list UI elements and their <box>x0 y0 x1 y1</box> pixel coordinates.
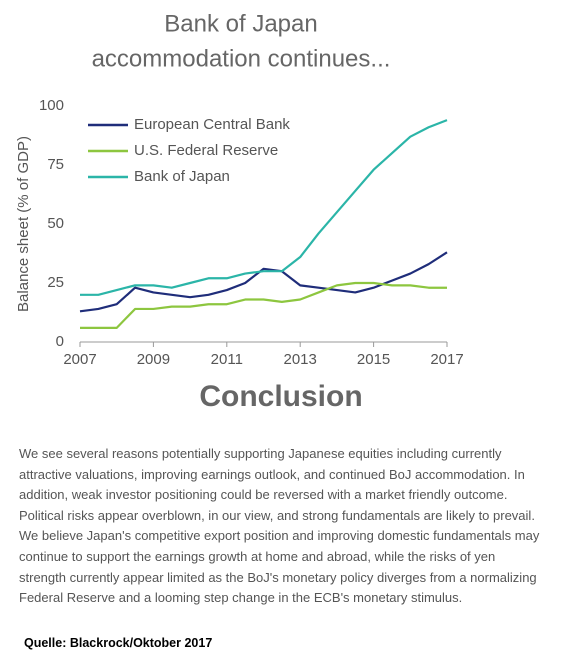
y-tick-label: 50 <box>47 215 64 232</box>
y-tick-label: 0 <box>56 333 64 350</box>
paragraph: We see several reasons potentially suppo… <box>19 446 540 606</box>
x-tick-label: 2013 <box>284 351 317 368</box>
source: Quelle: Blackrock/Oktober 2017 <box>24 636 213 650</box>
x-tick-label: 2009 <box>137 351 170 368</box>
x-tick-label: 2007 <box>63 351 96 368</box>
x-tick-label: 2015 <box>357 351 390 368</box>
chart: Bank of Japan accommodation continues...… <box>15 10 464 368</box>
x-tick-label: 2011 <box>211 351 243 368</box>
line <box>80 119 448 296</box>
x-tick-label: 2017 <box>430 351 463 368</box>
legend-label: Bank of Japan <box>134 168 230 185</box>
legend-label: European Central Bank <box>134 116 290 133</box>
y-tick-label: 100 <box>39 97 64 114</box>
line <box>79 251 448 313</box>
y-tick-label: 75 <box>47 156 64 173</box>
heading: Conclusion <box>199 380 363 413</box>
line <box>80 281 447 329</box>
chart-title: Bank of Japan <box>164 10 317 37</box>
y-tick-label: 25 <box>47 274 64 291</box>
chart-title: accommodation continues... <box>92 45 391 72</box>
y-axis-label: Balance sheet (% of GDP) <box>15 136 32 312</box>
legend-label: U.S. Federal Reserve <box>134 142 278 159</box>
